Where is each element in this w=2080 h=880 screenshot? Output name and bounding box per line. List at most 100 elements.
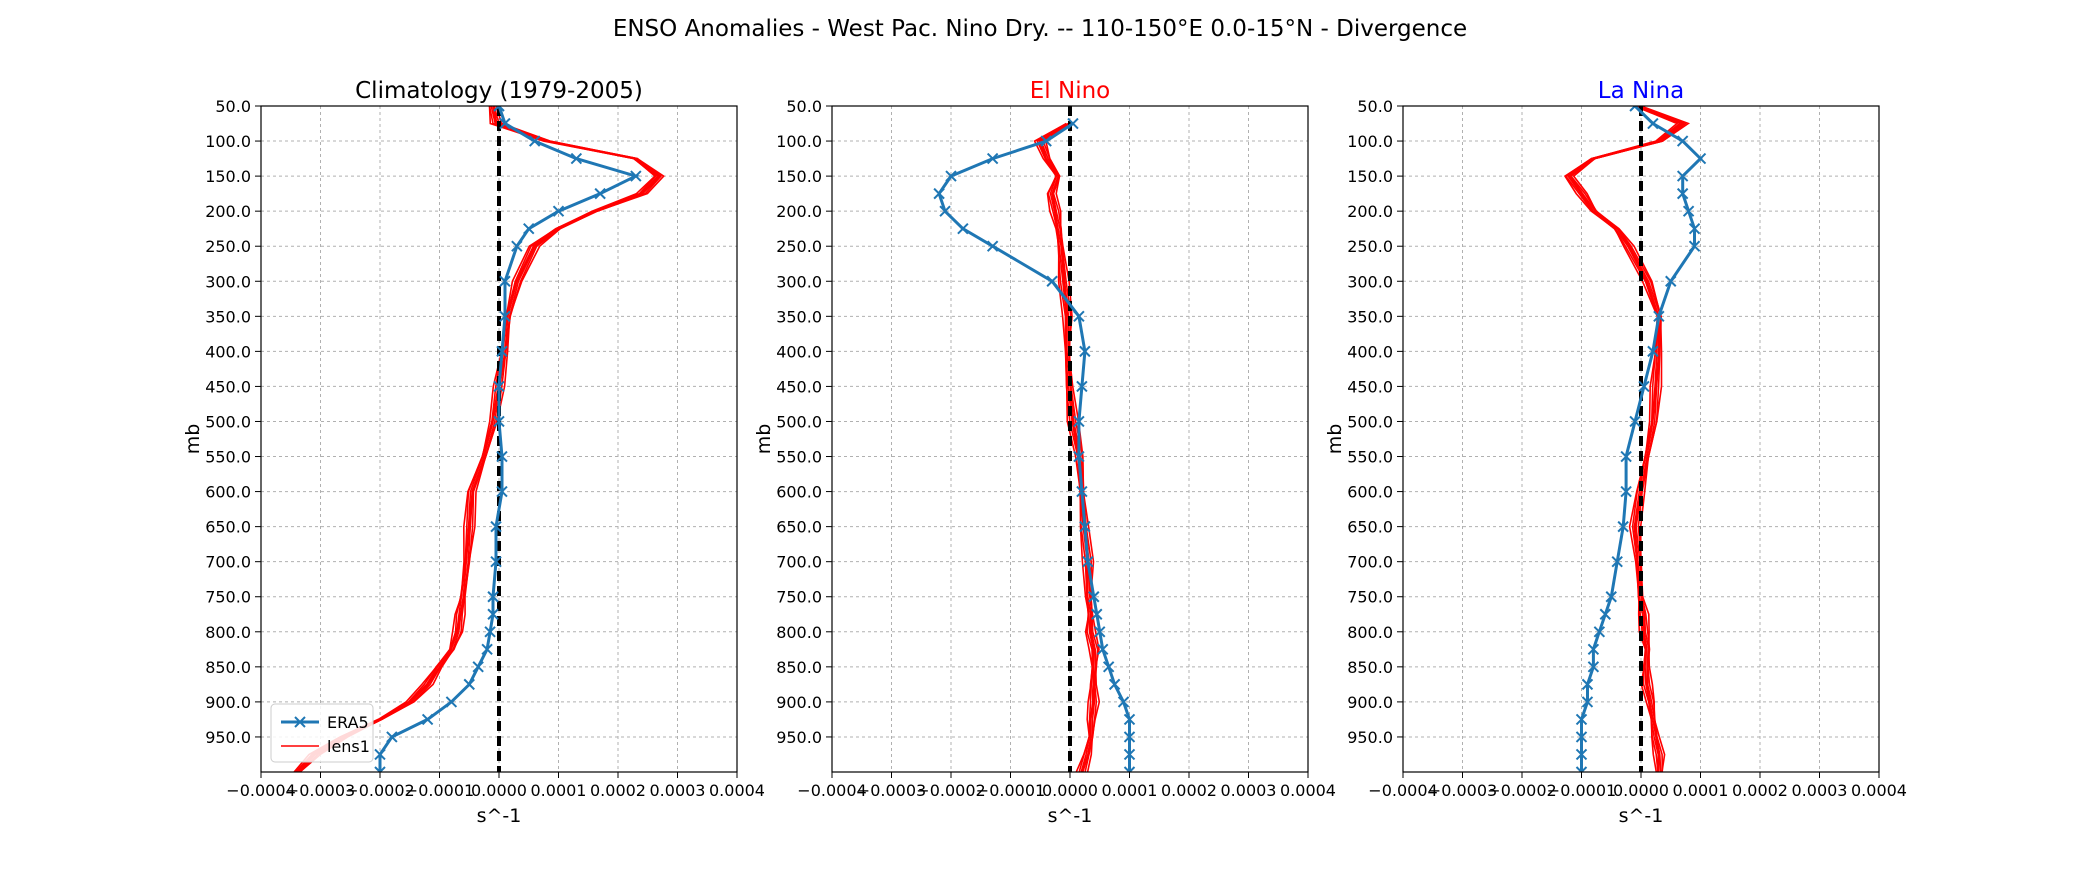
y-tick-label: 100.0 (205, 132, 251, 151)
era5-series (1575, 106, 1707, 772)
y-tick-label: 450.0 (776, 377, 822, 396)
era5-point (1638, 380, 1650, 393)
era5-point (552, 205, 565, 217)
era5-point (1073, 310, 1085, 323)
x-tick-label: 0.0002 (590, 781, 646, 800)
era5-point (945, 170, 957, 182)
y-axis-label: mb (182, 424, 204, 455)
era5-point (490, 520, 502, 533)
era5-point (1581, 696, 1594, 708)
y-tick-label: 50.0 (786, 97, 822, 116)
x-tick-label: 0.0004 (1280, 781, 1336, 800)
era5-point (1629, 106, 1641, 112)
lens-member-line (1044, 122, 1101, 772)
y-tick-label: 900.0 (776, 693, 822, 712)
era5-point (1097, 643, 1109, 656)
y-tick-label: 800.0 (776, 623, 822, 642)
era5-point (1117, 696, 1130, 708)
y-tick-label: 600.0 (1347, 483, 1393, 502)
era5-point (630, 170, 642, 182)
x-axis-label: s^-1 (1048, 805, 1093, 827)
y-tick-label: 150.0 (205, 167, 251, 186)
era5-point (496, 485, 508, 498)
y-tick-label: 200.0 (205, 202, 251, 221)
era5-point (1123, 731, 1136, 743)
y-tick-label: 300.0 (205, 272, 251, 291)
era5-point (1581, 678, 1594, 691)
era5-point (1676, 170, 1689, 182)
lens-member-line (1040, 122, 1097, 772)
era5-point (1076, 380, 1088, 393)
era5-point (933, 187, 945, 200)
era5-point (523, 222, 535, 235)
era5-point (487, 591, 499, 603)
y-tick-label: 50.0 (1357, 97, 1393, 116)
era5-point (1599, 608, 1612, 620)
era5-point (1575, 748, 1588, 761)
era5-point (1082, 555, 1094, 568)
era5-point (1108, 678, 1121, 691)
panel-title: El Nino (1030, 78, 1110, 104)
era5-point (1123, 766, 1136, 772)
y-tick-label: 200.0 (776, 202, 822, 221)
x-tick-label: 0.0000 (1613, 781, 1669, 800)
x-tick-label: 0.0003 (650, 781, 706, 800)
y-tick-label: 400.0 (776, 342, 822, 361)
era5-series (374, 106, 642, 772)
era5-point (481, 643, 493, 656)
y-tick-label: 750.0 (776, 588, 822, 607)
x-tick-label: −0.0002 (1487, 781, 1556, 800)
x-tick-label: 0.0001 (1102, 781, 1158, 800)
era5-point (496, 345, 508, 358)
era5-point (499, 117, 511, 130)
era5-point (939, 205, 951, 217)
y-tick-label: 300.0 (776, 272, 822, 291)
era5-series (933, 117, 1136, 772)
y-tick-label: 450.0 (1347, 377, 1393, 396)
x-axis-label: s^-1 (477, 805, 522, 827)
x-tick-label: 0.0000 (471, 781, 527, 800)
lens-ensemble (1563, 106, 1691, 772)
era5-point (1102, 661, 1115, 673)
lens-member-line (299, 106, 665, 772)
y-tick-label: 650.0 (1347, 518, 1393, 537)
x-tick-label: −0.0002 (916, 781, 985, 800)
y-tick-label: 500.0 (1347, 412, 1393, 431)
y-tick-label: 300.0 (1347, 272, 1393, 291)
y-tick-label: 350.0 (776, 307, 822, 326)
era5-point (493, 106, 505, 112)
era5-point (490, 555, 502, 568)
era5-point (374, 748, 386, 761)
panel-title: La Nina (1598, 78, 1685, 104)
y-tick-label: 550.0 (776, 448, 822, 467)
y-tick-label: 100.0 (776, 132, 822, 151)
era5-point (570, 152, 583, 165)
x-tick-label: 0.0004 (709, 781, 765, 800)
era5-point (986, 240, 999, 252)
panel-title: Climatology (1979-2005) (355, 78, 643, 104)
era5-point (1575, 766, 1588, 772)
era5-point (1676, 187, 1689, 200)
era5-point (986, 152, 999, 165)
y-tick-label: 250.0 (205, 237, 251, 256)
era5-point (484, 626, 496, 638)
era5-point (1647, 345, 1659, 358)
era5-point (487, 608, 499, 620)
era5-point (1088, 591, 1100, 603)
y-tick-label: 550.0 (1347, 448, 1393, 467)
legend: ERA5 lens1 (270, 703, 374, 763)
era5-point (1079, 520, 1091, 533)
y-tick-label: 400.0 (1347, 342, 1393, 361)
era5-point (1688, 222, 1701, 235)
y-tick-label: 700.0 (1347, 553, 1393, 572)
y-tick-label: 650.0 (776, 518, 822, 537)
y-tick-label: 100.0 (1347, 132, 1393, 151)
x-tick-label: 0.0004 (1851, 781, 1907, 800)
era5-point (1620, 485, 1632, 498)
y-tick-label: 850.0 (1347, 658, 1393, 677)
era5-point (1688, 240, 1701, 252)
era5-point (1676, 135, 1689, 147)
